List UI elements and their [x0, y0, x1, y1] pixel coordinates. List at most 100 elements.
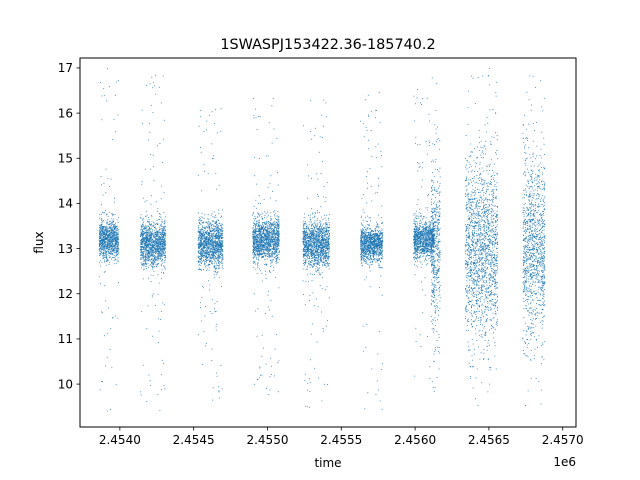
data-point: [117, 80, 119, 82]
data-point: [221, 259, 223, 261]
data-point: [260, 214, 262, 216]
data-point: [202, 247, 204, 249]
data-point: [154, 266, 155, 268]
data-point: [209, 243, 211, 245]
data-point: [112, 220, 114, 222]
data-point: [213, 238, 215, 240]
data-point: [202, 287, 204, 289]
data-point: [213, 225, 215, 227]
data-point: [266, 226, 268, 228]
data-point: [202, 246, 204, 248]
data-point: [214, 241, 216, 243]
data-point: [276, 239, 278, 241]
data-point: [214, 270, 216, 272]
data-point: [276, 234, 277, 236]
data-point: [107, 260, 109, 262]
data-point: [110, 249, 112, 251]
data-point: [116, 250, 118, 252]
data-point: [113, 228, 115, 230]
data-point: [163, 260, 165, 262]
data-point: [158, 229, 160, 231]
data-point: [267, 247, 268, 248]
data-point: [153, 240, 155, 242]
data-point: [113, 251, 115, 253]
data-point: [272, 247, 274, 249]
data-point: [161, 262, 163, 264]
data-point: [101, 238, 103, 240]
data-point: [115, 251, 117, 253]
data-point: [147, 262, 149, 264]
data-point: [277, 227, 279, 229]
data-point: [101, 252, 103, 254]
data-point: [200, 238, 202, 240]
data-point: [142, 247, 144, 248]
data-point: [104, 248, 106, 250]
data-point: [276, 255, 277, 257]
data-point: [215, 267, 217, 269]
data-point: [258, 219, 260, 221]
data-point: [200, 252, 202, 254]
data-point: [275, 200, 277, 202]
data-point: [197, 250, 199, 252]
data-point: [101, 230, 103, 232]
data-point: [103, 252, 105, 254]
data-point: [141, 223, 143, 225]
data-point: [220, 230, 222, 232]
data-point: [267, 253, 269, 255]
data-point: [215, 250, 217, 252]
data-point: [216, 247, 218, 249]
data-point: [141, 226, 143, 228]
data-point: [106, 258, 108, 260]
data-point: [270, 216, 272, 218]
data-point: [145, 238, 147, 240]
data-point: [203, 235, 205, 237]
data-point: [199, 259, 201, 261]
data-point: [155, 241, 157, 243]
data-point: [151, 76, 153, 78]
data-point: [220, 234, 222, 236]
data-point: [205, 233, 207, 235]
data-point: [260, 253, 262, 255]
data-point: [110, 236, 112, 238]
data-point: [277, 233, 278, 235]
data-point: [164, 249, 165, 250]
data-point: [262, 235, 264, 237]
data-point: [164, 253, 166, 255]
data-point: [143, 265, 145, 267]
data-point: [143, 233, 145, 235]
data-point: [278, 245, 280, 247]
data-point: [146, 234, 148, 236]
data-point: [203, 254, 205, 256]
data-point: [268, 242, 270, 244]
data-point: [278, 254, 280, 255]
data-point: [140, 227, 142, 229]
data-point: [142, 251, 144, 253]
data-point: [211, 111, 213, 113]
data-point: [214, 240, 216, 242]
data-point: [102, 231, 104, 233]
data-point: [140, 234, 142, 236]
data-point: [219, 243, 221, 244]
data-point: [111, 244, 113, 246]
data-point: [200, 116, 202, 118]
data-point: [258, 115, 259, 117]
data-point: [103, 255, 105, 257]
data-point: [207, 214, 209, 216]
data-point: [270, 224, 272, 226]
data-point: [202, 230, 204, 232]
data-point: [269, 232, 271, 234]
data-point: [256, 237, 258, 239]
data-point: [216, 258, 217, 260]
data-point: [150, 240, 152, 242]
data-point: [157, 250, 159, 252]
data-point: [198, 239, 200, 241]
data-point: [218, 220, 220, 222]
data-point: [148, 253, 150, 255]
data-point: [162, 162, 164, 163]
data-point: [270, 263, 272, 265]
data-point: [102, 212, 104, 214]
data-point: [106, 226, 108, 228]
data-point: [162, 250, 164, 252]
data-point: [141, 264, 143, 266]
data-point: [273, 230, 275, 232]
